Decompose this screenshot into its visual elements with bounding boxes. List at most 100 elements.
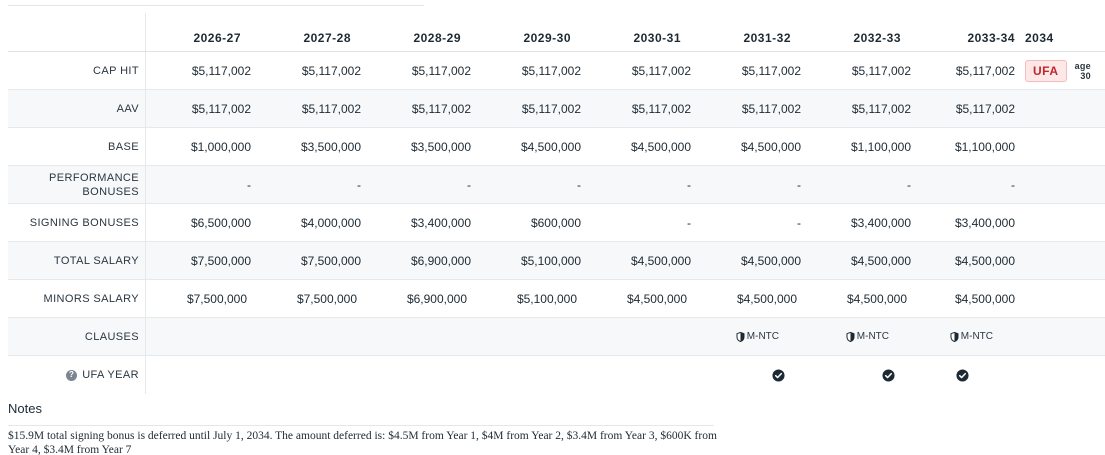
- season-header: 2027-28: [303, 31, 351, 45]
- minors-salary-cell: $4,500,000: [954, 291, 1015, 306]
- signing-bonus-cell: $6,500,000: [190, 215, 251, 230]
- empty-cell: [1018, 128, 1096, 165]
- signing-bonus-cell: $3,400,000: [850, 215, 911, 230]
- aav-cell: $5,117,002: [851, 101, 911, 116]
- performance-bonus-cell: -: [247, 177, 251, 192]
- aav-cell: $5,117,002: [411, 101, 471, 116]
- performance-bonus-cell: -: [907, 177, 911, 192]
- aav-cell: $5,117,002: [191, 101, 251, 116]
- top-divider: [8, 5, 424, 6]
- base-cell: $1,100,000: [850, 139, 911, 154]
- clause-label: M-NTC: [960, 331, 993, 342]
- cap-hit-cell: $5,117,002: [851, 63, 911, 78]
- base-cell: $4,500,000: [740, 139, 801, 154]
- cap-hit-cell: $5,117,002: [521, 63, 581, 78]
- total-salary-cell: $4,500,000: [850, 253, 911, 268]
- aav-cell: $5,117,002: [955, 101, 1015, 116]
- minors-salary-cell: $7,500,000: [296, 291, 357, 306]
- row-label: PERFORMANCE BONUSES: [8, 166, 146, 203]
- check-circle-icon: [772, 368, 785, 382]
- total-salary-cell: $4,500,000: [630, 253, 691, 268]
- notes-divider: [8, 425, 714, 426]
- cap-hit-cell: $5,117,002: [631, 63, 691, 78]
- ufa-age-label: age 30: [1074, 60, 1091, 81]
- performance-bonus-cell: -: [357, 177, 361, 192]
- row-label: ? UFA YEAR: [8, 356, 146, 394]
- aav-cell: $5,117,002: [631, 101, 691, 116]
- row-label-line: BONUSES: [82, 185, 139, 198]
- empty-cell: [1018, 318, 1096, 355]
- base-cell: $4,500,000: [520, 139, 581, 154]
- empty-cell: [1018, 90, 1096, 127]
- performance-bonus-cell: -: [577, 177, 581, 192]
- clause-tag[interactable]: M-NTC: [950, 331, 1015, 342]
- cap-hit-cell: $5,117,002: [191, 63, 251, 78]
- aav-cell: $5,117,002: [521, 101, 581, 116]
- empty-cell: [1018, 204, 1096, 241]
- clause-cell: [146, 318, 256, 355]
- base-cell: $1,000,000: [190, 139, 251, 154]
- row-label: SIGNING BONUSES: [8, 204, 146, 241]
- empty-cell: [1018, 280, 1096, 317]
- clause-cell: M-NTC: [806, 318, 916, 355]
- clauses-row: CLAUSES M-NTC M-NTC M-NTC: [8, 318, 1105, 356]
- base-cell: $3,500,000: [410, 139, 471, 154]
- question-circle-icon[interactable]: ?: [66, 369, 78, 381]
- shield-icon: [736, 331, 745, 342]
- performance-bonus-cell: -: [797, 177, 801, 192]
- row-label: CAP HIT: [8, 52, 146, 89]
- total-salary-cell: $6,900,000: [410, 253, 471, 268]
- ufa-year-cell: [586, 356, 696, 394]
- row-label: AAV: [8, 90, 146, 127]
- signing-bonus-cell: $3,400,000: [410, 215, 471, 230]
- contract-table: 2026-27 2027-28 2028-29 2029-30 2030-31 …: [8, 13, 1105, 394]
- empty-cell: [1018, 356, 1096, 394]
- clause-label: M-NTC: [856, 331, 889, 342]
- season-header-row: 2026-27 2027-28 2028-29 2029-30 2030-31 …: [8, 13, 1105, 52]
- ufa-year-cell: [476, 356, 586, 394]
- cap-hit-cell: $5,117,002: [301, 63, 361, 78]
- season-header: 2028-29: [413, 31, 461, 45]
- row-label: CLAUSES: [8, 318, 146, 355]
- performance-bonus-cell: -: [687, 177, 691, 192]
- aav-row: AAV $5,117,002 $5,117,002 $5,117,002 $5,…: [8, 90, 1105, 128]
- header-label-cell: [8, 13, 146, 51]
- ufa-badge[interactable]: UFA: [1025, 59, 1067, 82]
- ufa-year-row: ? UFA YEAR: [8, 356, 1105, 394]
- clause-tag[interactable]: M-NTC: [736, 331, 801, 342]
- minors-salary-cell: $4,500,000: [736, 291, 797, 306]
- minors-salary-cell: $6,900,000: [406, 291, 467, 306]
- row-label: BASE: [8, 128, 146, 165]
- base-cell: $1,100,000: [954, 139, 1015, 154]
- performance-bonus-cell: -: [467, 177, 471, 192]
- base-row: BASE $1,000,000 $3,500,000 $3,500,000 $4…: [8, 128, 1105, 166]
- row-label-line: PERFORMANCE: [49, 171, 139, 184]
- base-cell: $3,500,000: [300, 139, 361, 154]
- ufa-year-cell: [146, 356, 256, 394]
- season-header: 2032-33: [853, 31, 901, 45]
- ufa-status: UFA age 30: [1025, 59, 1091, 82]
- signing-bonuses-row: SIGNING BONUSES $6,500,000 $4,000,000 $3…: [8, 204, 1105, 242]
- minors-salary-cell: $5,100,000: [516, 291, 577, 306]
- performance-bonus-cell: -: [1011, 177, 1015, 192]
- clause-tag[interactable]: M-NTC: [846, 331, 911, 342]
- performance-bonuses-row: PERFORMANCE BONUSES - - - - - - - -: [8, 166, 1105, 204]
- clause-cell: M-NTC: [696, 318, 806, 355]
- cap-hit-row: CAP HIT $5,117,002 $5,117,002 $5,117,002…: [8, 52, 1105, 90]
- empty-cell: [1018, 166, 1096, 203]
- clause-cell: M-NTC: [916, 318, 1018, 355]
- notes-text: $15.9M total signing bonus is deferred u…: [8, 430, 717, 455]
- total-salary-cell: $7,500,000: [190, 253, 251, 268]
- final-year-header: 2034: [1025, 31, 1054, 45]
- minors-salary-cell: $4,500,000: [626, 291, 687, 306]
- cap-hit-cell: $5,117,002: [955, 63, 1015, 78]
- ufa-year-cell: [806, 356, 916, 394]
- aav-cell: $5,117,002: [741, 101, 801, 116]
- total-salary-cell: $7,500,000: [300, 253, 361, 268]
- clause-cell: [586, 318, 696, 355]
- aav-cell: $5,117,002: [301, 101, 361, 116]
- shield-icon: [950, 331, 959, 342]
- clause-cell: [256, 318, 366, 355]
- signing-bonus-cell: $600,000: [530, 215, 581, 230]
- clause-cell: [476, 318, 586, 355]
